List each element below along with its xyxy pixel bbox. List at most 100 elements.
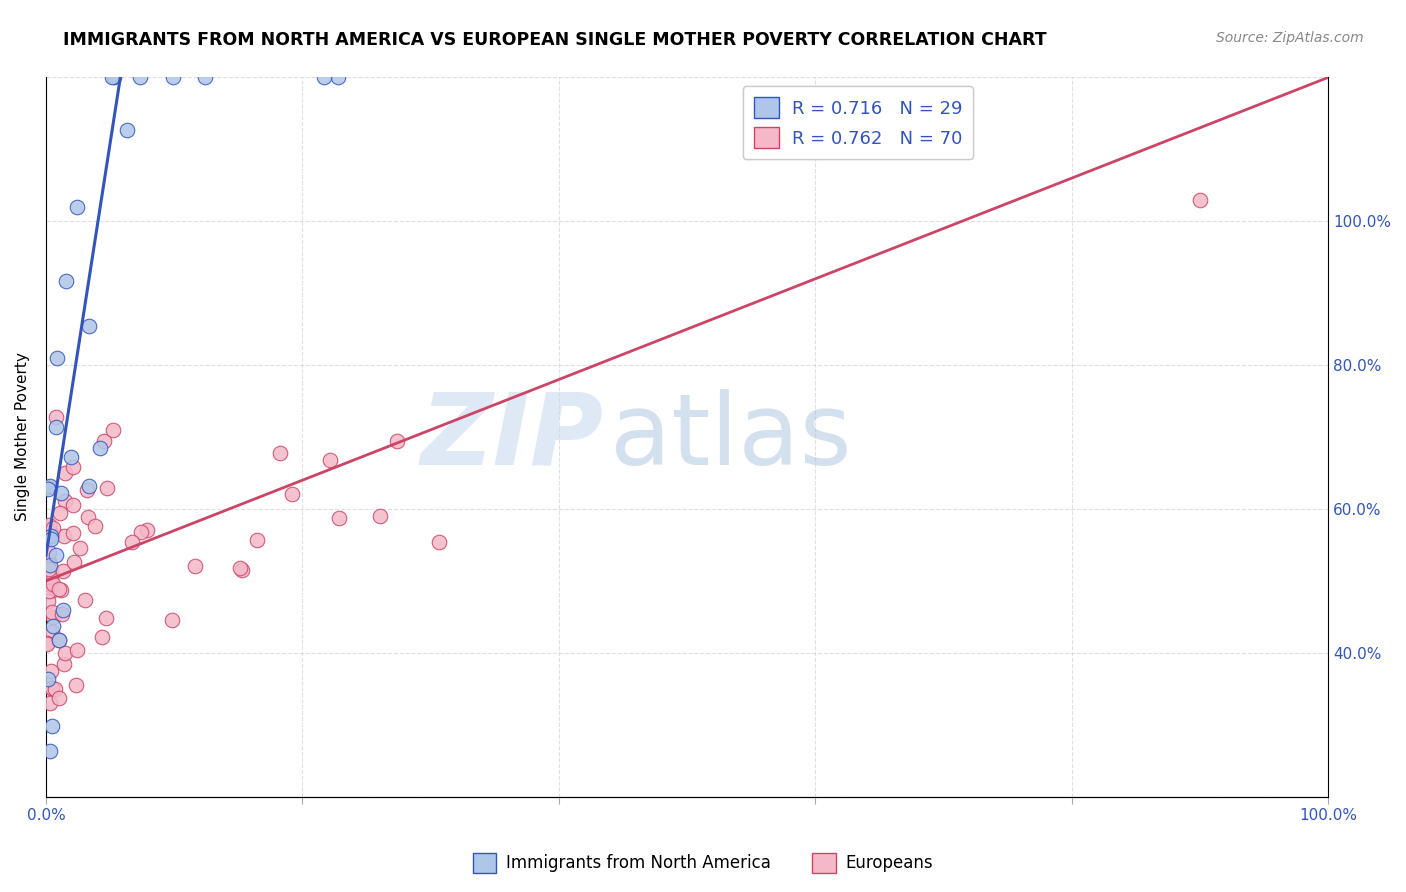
Point — [42, 577, 65, 591]
Point — [48, 633, 70, 648]
Point — [52, 603, 75, 617]
Point — [52, 564, 75, 578]
Point — [62, 525, 84, 540]
Point — [83, 518, 105, 533]
Point — [1188, 194, 1211, 208]
Point — [38, 583, 60, 598]
Point — [59, 450, 82, 464]
Point — [135, 523, 157, 537]
Point — [41, 718, 63, 732]
Point — [89, 441, 111, 455]
Point — [41, 681, 63, 695]
Point — [129, 525, 152, 540]
Point — [39, 524, 62, 539]
Point — [231, 563, 253, 577]
Point — [44, 682, 66, 697]
Point — [38, 696, 60, 710]
Point — [319, 452, 342, 467]
Point — [63, 555, 86, 569]
Point — [370, 509, 392, 524]
Point — [39, 665, 62, 679]
Point — [45, 409, 67, 424]
Point — [41, 625, 63, 640]
Point — [38, 562, 60, 576]
Point — [326, 70, 349, 85]
Point — [77, 318, 100, 333]
Point — [55, 274, 77, 288]
Point — [53, 467, 76, 481]
Point — [37, 637, 59, 651]
Point — [48, 582, 70, 596]
Point — [73, 593, 96, 607]
Point — [42, 619, 65, 633]
Point — [62, 459, 84, 474]
Point — [38, 744, 60, 758]
Point — [37, 480, 59, 494]
Point — [39, 578, 62, 592]
Point — [77, 510, 100, 524]
Point — [39, 583, 62, 598]
Text: Source: ZipAtlas.com: Source: ZipAtlas.com — [1216, 31, 1364, 45]
Point — [62, 498, 84, 512]
Point — [39, 566, 62, 580]
Point — [49, 506, 72, 520]
Point — [49, 583, 72, 598]
Point — [39, 558, 62, 573]
Point — [51, 607, 73, 622]
Point — [229, 561, 252, 575]
Point — [39, 533, 62, 547]
Point — [103, 70, 125, 85]
Legend: Immigrants from North America, Europeans: Immigrants from North America, Europeans — [465, 847, 941, 880]
Point — [94, 610, 117, 624]
Point — [194, 70, 217, 85]
Y-axis label: Single Mother Poverty: Single Mother Poverty — [15, 352, 30, 522]
Point — [101, 423, 124, 437]
Point — [281, 487, 304, 501]
Point — [160, 613, 183, 627]
Point — [53, 529, 76, 543]
Point — [53, 493, 76, 508]
Point — [37, 636, 59, 650]
Point — [93, 434, 115, 448]
Text: IMMIGRANTS FROM NORTH AMERICA VS EUROPEAN SINGLE MOTHER POVERTY CORRELATION CHAR: IMMIGRANTS FROM NORTH AMERICA VS EUROPEA… — [63, 31, 1047, 49]
Point — [37, 672, 59, 686]
Point — [37, 482, 59, 496]
Point — [39, 572, 62, 586]
Point — [53, 646, 76, 660]
Point — [48, 690, 70, 705]
Point — [117, 122, 139, 136]
Point — [42, 610, 65, 624]
Point — [184, 558, 207, 573]
Point — [77, 478, 100, 492]
Point — [66, 642, 89, 657]
Point — [129, 70, 152, 85]
Point — [328, 511, 350, 525]
Point — [41, 681, 63, 695]
Point — [37, 594, 59, 608]
Point — [385, 434, 408, 448]
Point — [66, 200, 89, 214]
Point — [314, 70, 336, 85]
Point — [69, 541, 91, 555]
Point — [162, 70, 184, 85]
Point — [65, 678, 87, 692]
Point — [45, 420, 67, 434]
Point — [42, 521, 65, 535]
Point — [90, 630, 112, 644]
Point — [41, 526, 63, 541]
Point — [49, 485, 72, 500]
Point — [269, 446, 291, 460]
Point — [38, 479, 60, 493]
Point — [38, 554, 60, 568]
Point — [48, 632, 70, 647]
Text: atlas: atlas — [610, 389, 852, 485]
Point — [96, 481, 118, 495]
Legend: R = 0.716   N = 29, R = 0.762   N = 70: R = 0.716 N = 29, R = 0.762 N = 70 — [742, 87, 973, 159]
Point — [121, 534, 143, 549]
Point — [52, 657, 75, 672]
Point — [38, 518, 60, 533]
Point — [46, 351, 69, 365]
Point — [427, 534, 450, 549]
Point — [38, 545, 60, 559]
Point — [76, 483, 98, 497]
